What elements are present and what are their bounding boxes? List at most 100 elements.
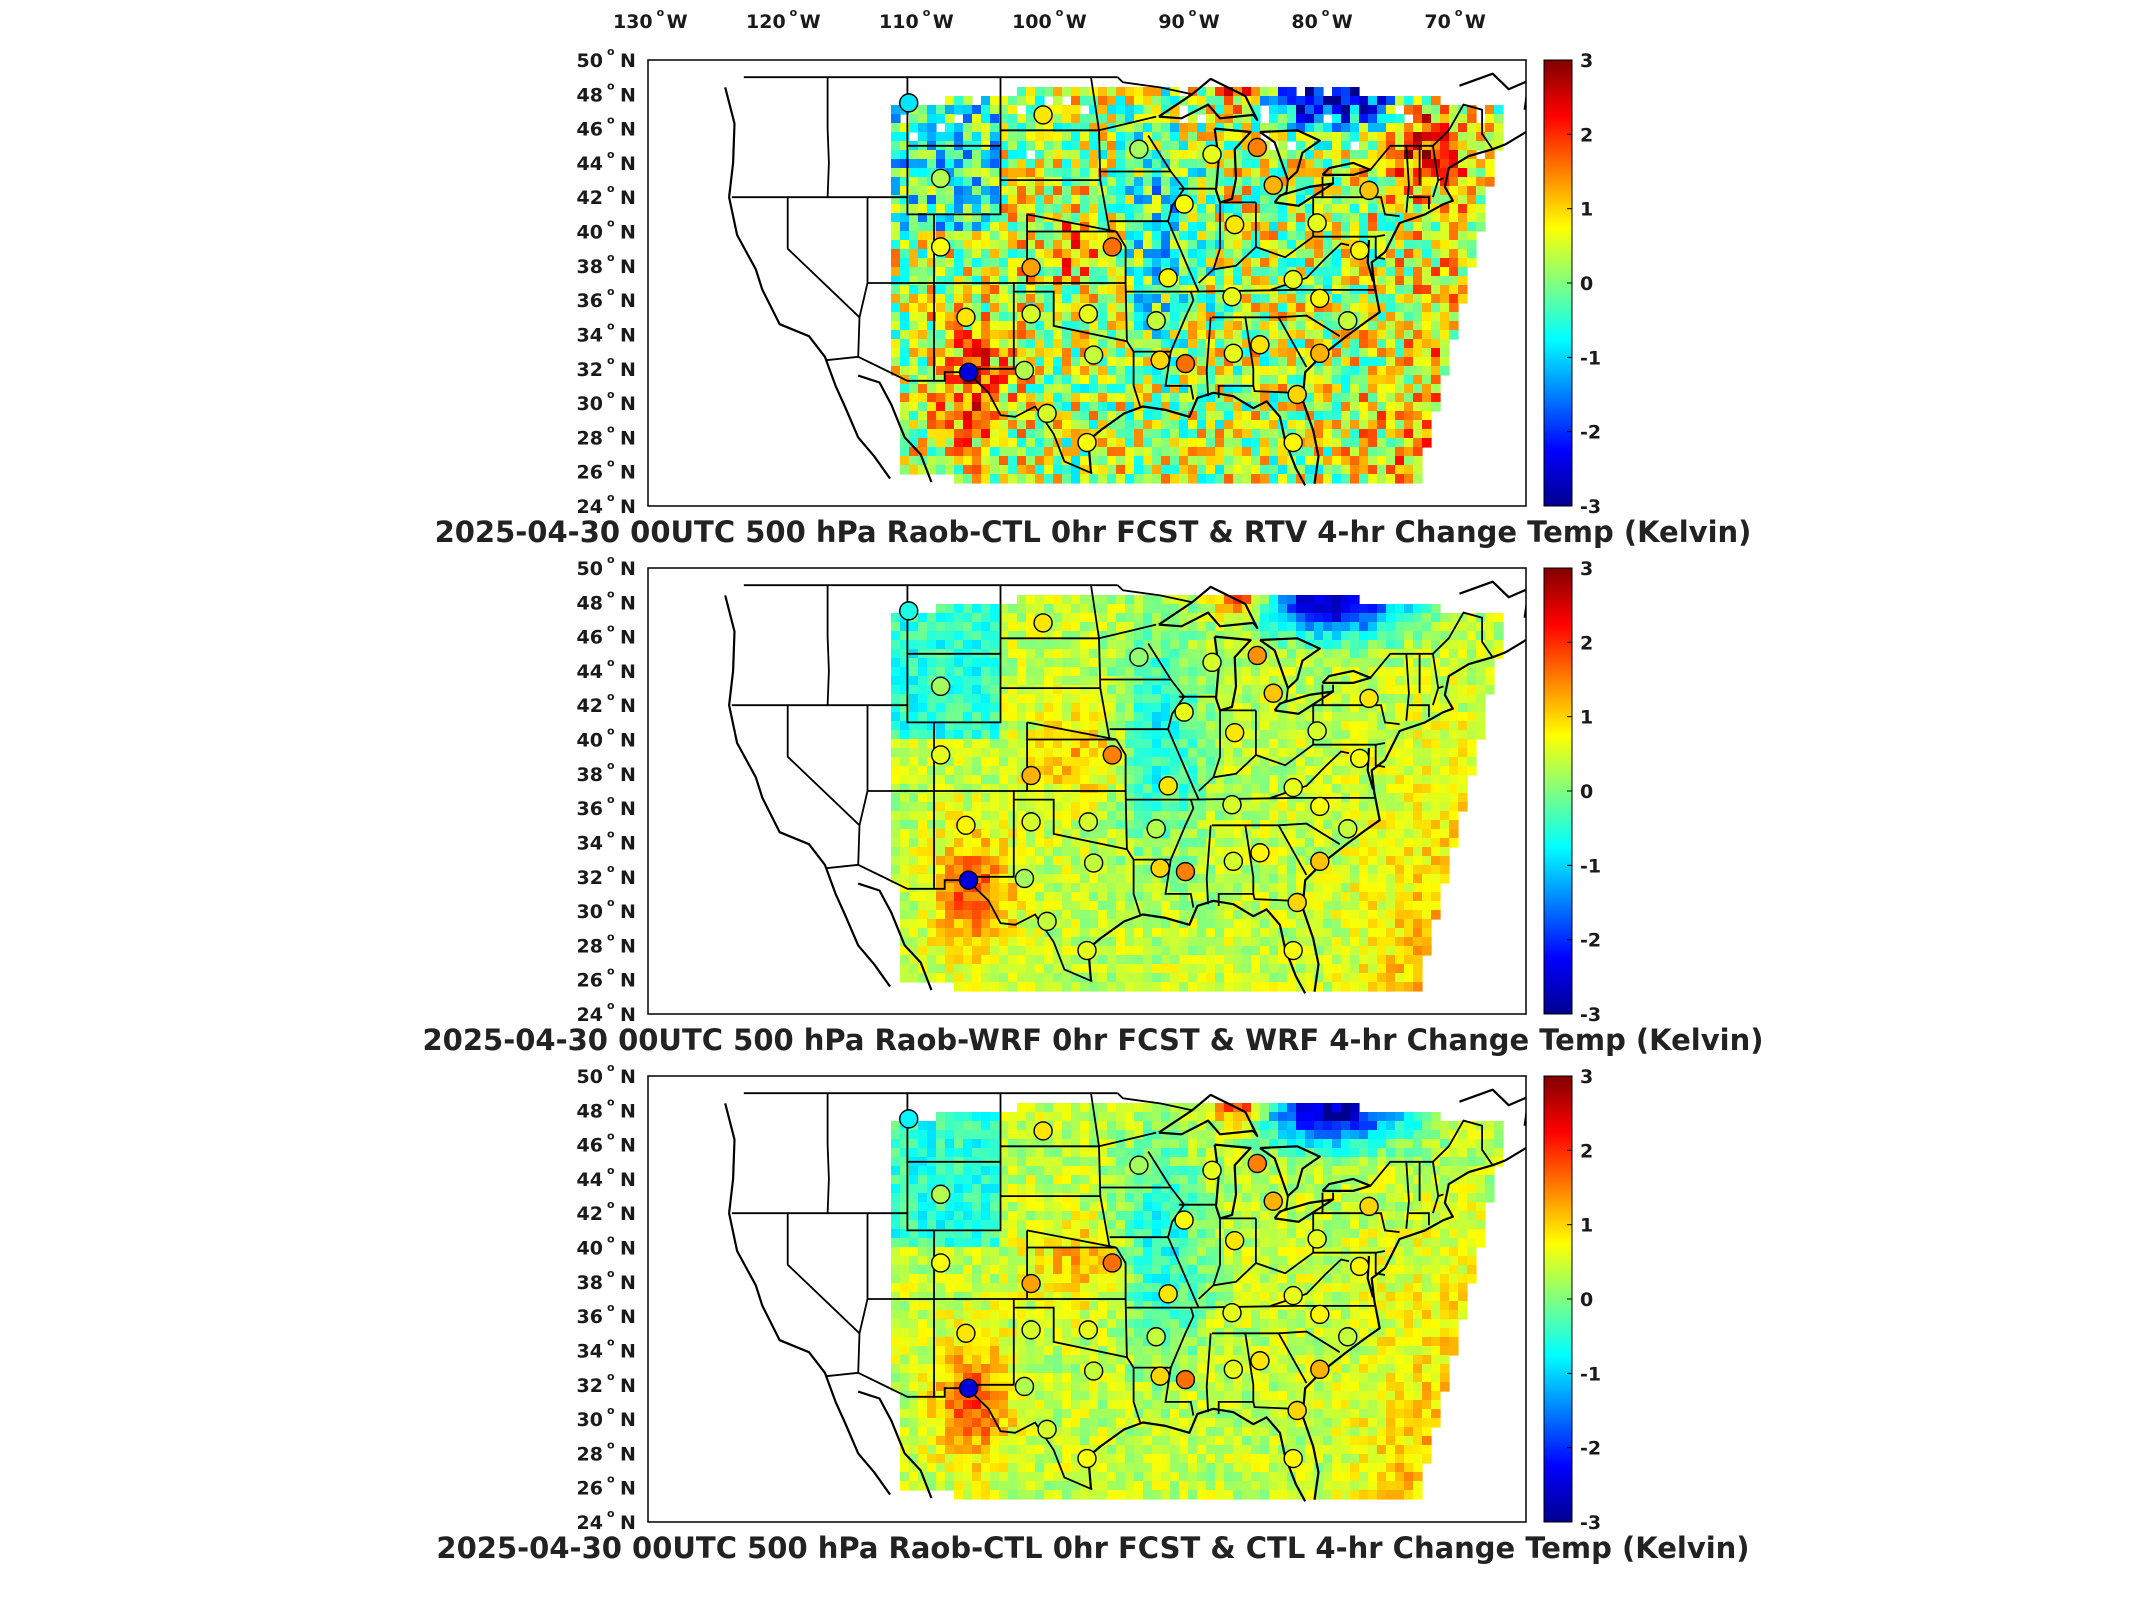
field-cell [1395, 195, 1405, 205]
field-cell [1116, 141, 1126, 151]
field-cell [1116, 177, 1126, 187]
field-cell [945, 357, 955, 367]
field-cell [1080, 141, 1090, 151]
field-cell [1143, 721, 1153, 731]
field-cell [1287, 883, 1297, 893]
field-cell [891, 739, 901, 749]
field-cell [1134, 955, 1144, 965]
field-cell [999, 964, 1009, 974]
field-cell [1089, 748, 1099, 758]
field-cell [891, 186, 901, 196]
field-cell [1008, 946, 1018, 956]
field-cell [1089, 132, 1099, 142]
field-cell [1215, 411, 1225, 421]
field-cell [936, 222, 946, 232]
field-cell [972, 802, 982, 812]
field-cell [936, 838, 946, 848]
field-cell [927, 892, 937, 902]
field-cell [909, 739, 919, 749]
field-cell [1197, 811, 1207, 821]
field-cell [1080, 676, 1090, 686]
field-cell [1107, 793, 1117, 803]
field-cell [999, 604, 1009, 614]
field-cell [1089, 847, 1099, 857]
field-cell [918, 339, 928, 349]
field-cell [1080, 838, 1090, 848]
field-cell [1233, 339, 1243, 349]
field-cell [1350, 195, 1360, 205]
field-cell [1152, 883, 1162, 893]
field-cell [990, 973, 1000, 983]
field-cell [1188, 946, 1198, 956]
field-cell [1044, 667, 1054, 677]
field-cell [891, 631, 901, 641]
field-cell [1323, 595, 1333, 605]
field-cell [1269, 195, 1279, 205]
field-cell [1053, 474, 1063, 484]
field-cell [963, 393, 973, 403]
field-cell [1143, 883, 1153, 893]
field-cell [1386, 438, 1396, 448]
field-cell [999, 258, 1009, 268]
field-cell [1143, 676, 1153, 686]
raob-station-marker [1247, 137, 1267, 158]
field-cell [927, 874, 937, 884]
field-cell [990, 658, 1000, 668]
field-cell [1458, 114, 1468, 124]
field-cell [1386, 294, 1396, 304]
field-cell [1260, 946, 1270, 956]
field-cell [1098, 775, 1108, 785]
field-cell [1089, 892, 1099, 902]
field-cell [1206, 474, 1216, 484]
field-cell [981, 793, 991, 803]
field-cell [1125, 982, 1135, 992]
field-cell [1296, 775, 1306, 785]
field-cell [1350, 222, 1360, 232]
field-cell [954, 757, 964, 767]
field-cell [1413, 168, 1423, 178]
field-cell [1116, 820, 1126, 830]
field-cell [1017, 393, 1027, 403]
field-cell [1287, 375, 1297, 385]
field-cell [1143, 87, 1153, 97]
field-cell [1143, 694, 1153, 704]
field-cell [1377, 285, 1387, 295]
field-cell [1260, 775, 1270, 785]
field-cell [1071, 429, 1081, 439]
field-cell [1332, 456, 1342, 466]
field-cell [1206, 982, 1216, 992]
field-cell [1296, 721, 1306, 731]
field-cell [1197, 96, 1207, 106]
field-cell [918, 159, 928, 169]
field-cell [1404, 285, 1414, 295]
field-cell [999, 285, 1009, 295]
field-cell [1251, 928, 1261, 938]
field-cell [990, 150, 1000, 160]
field-cell [1080, 658, 1090, 668]
field-cell [918, 775, 928, 785]
field-cell [972, 892, 982, 902]
field-cell [999, 456, 1009, 466]
field-cell [1125, 856, 1135, 866]
field-cell [1188, 465, 1198, 475]
field-cell [1206, 240, 1216, 250]
field-cell [1422, 177, 1432, 187]
field-cell [1089, 159, 1099, 169]
field-cell [1206, 87, 1216, 97]
field-cell [1350, 465, 1360, 475]
field-cell [1026, 447, 1036, 457]
field-cell [1008, 132, 1018, 142]
field-cell [1071, 622, 1081, 632]
field-cell [1269, 222, 1279, 232]
field-cell [1332, 168, 1342, 178]
field-cell [1260, 838, 1270, 848]
field-cell [990, 447, 1000, 457]
field-cell [1080, 721, 1090, 731]
field-cell [999, 973, 1009, 983]
field-cell [900, 240, 910, 250]
field-cell [1026, 757, 1036, 767]
field-cell [1341, 141, 1351, 151]
field-cell [1278, 456, 1288, 466]
field-cell [1035, 649, 1045, 659]
field-cell [1170, 928, 1180, 938]
